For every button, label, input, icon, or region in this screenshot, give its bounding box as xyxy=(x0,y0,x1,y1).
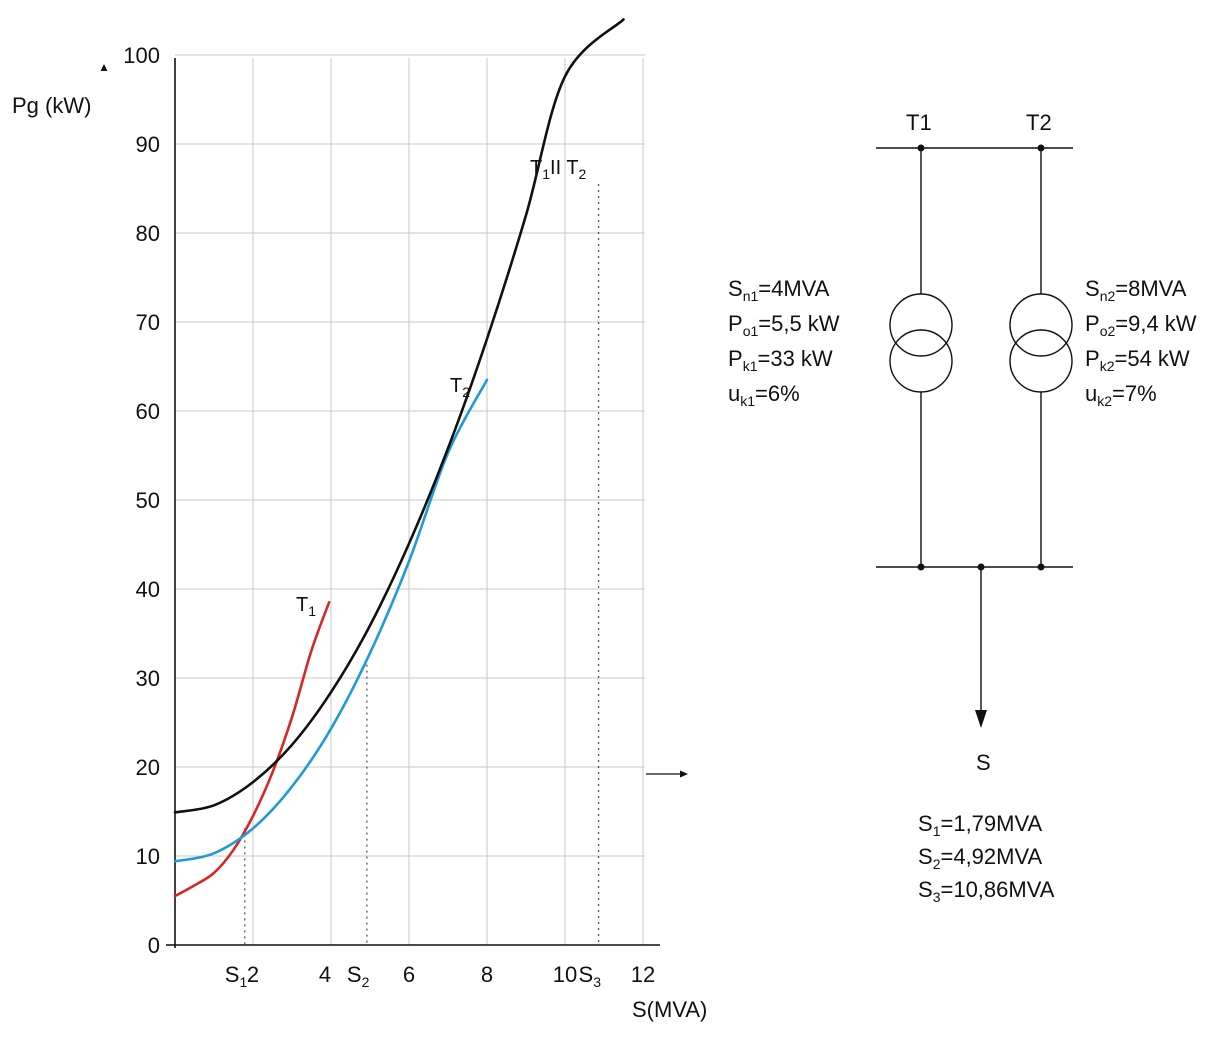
y-axis-title: Pg (kW) xyxy=(12,93,91,118)
marker-label-s3: S3 xyxy=(579,962,602,990)
y-tick-label-0: 0 xyxy=(148,933,160,958)
y-tick-label-80: 80 xyxy=(136,221,160,246)
y-tick-label-70: 70 xyxy=(136,310,160,335)
y-tick-label-30: 30 xyxy=(136,666,160,691)
marker-label-s2: S2 xyxy=(347,962,370,990)
x-tick-labels: 2 4 6 8 10 12 xyxy=(247,962,655,987)
chart-grid xyxy=(175,54,645,945)
result-0: S1=1,79MVA xyxy=(918,811,1043,839)
x-tick-label-10: 10 xyxy=(553,962,577,987)
t2-param-3: uk2=7% xyxy=(1085,381,1157,409)
series-line-t1 xyxy=(173,601,331,898)
t1-param-1: Po1=5,5 kW xyxy=(728,311,840,339)
t1-label: T1 xyxy=(906,110,932,135)
circuit-diagram: T1 T2 S Sn1=4MVA Po1=5,5 kW Pk1=33 kW uk1=6… xyxy=(728,110,1197,905)
series-label-t1: T1 xyxy=(296,594,316,619)
x-tick-label-2: 2 xyxy=(247,962,259,987)
results: S1=1,79MVA S2=4,92MVA S3=10,86MVA xyxy=(918,811,1055,905)
marker-guide-lines xyxy=(244,184,600,945)
transformer-t1-symbol xyxy=(889,293,953,393)
series-label-t2: T2 xyxy=(450,375,470,400)
t2-secondary-winding xyxy=(1009,329,1073,393)
x-axis-title: S(MVA) xyxy=(632,997,707,1022)
y-tick-label-50: 50 xyxy=(136,488,160,513)
x-tick-label-12: 12 xyxy=(631,962,655,987)
y-tick-labels: 0 10 20 30 40 50 60 70 80 90 100 xyxy=(123,43,160,958)
t2-param-1: Po2=9,4 kW xyxy=(1085,311,1197,339)
t1-parameters: Sn1=4MVA Po1=5,5 kW Pk1=33 kW uk1=6% xyxy=(728,276,840,409)
t2-label: T2 xyxy=(1026,110,1052,135)
x-axis-arrowhead xyxy=(680,770,688,778)
series-line-t2 xyxy=(173,378,489,863)
y-tick-label-10: 10 xyxy=(136,844,160,869)
marker-label-s1: S1 xyxy=(225,962,248,990)
x-tick-label-6: 6 xyxy=(403,962,415,987)
y-tick-label-60: 60 xyxy=(136,399,160,424)
t2-primary-winding xyxy=(1009,293,1073,357)
load-label: S xyxy=(976,750,991,775)
transformer-t2-symbol xyxy=(1009,293,1073,393)
result-1: S2=4,92MVA xyxy=(918,844,1043,872)
t1-param-2: Pk1=33 kW xyxy=(728,346,833,374)
y-tick-label-20: 20 xyxy=(136,755,160,780)
t1-secondary-winding xyxy=(889,329,953,393)
y-tick-label-40: 40 xyxy=(136,577,160,602)
x-tick-label-8: 8 xyxy=(481,962,493,987)
y-tick-label-100: 100 xyxy=(123,43,160,68)
t2-param-0: Sn2=8MVA xyxy=(1085,276,1187,304)
y-axis-arrow xyxy=(100,64,108,71)
series-line-t1-parallel-t2 xyxy=(173,18,625,814)
t2-parameters: Sn2=8MVA Po2=9,4 kW Pk2=54 kW uk2=7% xyxy=(1085,276,1197,409)
load-arrow xyxy=(975,710,987,728)
t1-param-3: uk1=6% xyxy=(728,381,800,409)
series-lines xyxy=(173,18,625,898)
series-label-t1-parallel-t2: T1II T2 xyxy=(530,157,587,182)
t2-param-2: Pk2=54 kW xyxy=(1085,346,1190,374)
t1-param-0: Sn1=4MVA xyxy=(728,276,830,304)
result-2: S3=10,86MVA xyxy=(918,877,1055,905)
y-tick-label-90: 90 xyxy=(136,132,160,157)
t1-primary-winding xyxy=(889,293,953,357)
x-tick-label-4: 4 xyxy=(319,962,331,987)
marker-labels: S1 S2 S3 xyxy=(225,962,601,990)
